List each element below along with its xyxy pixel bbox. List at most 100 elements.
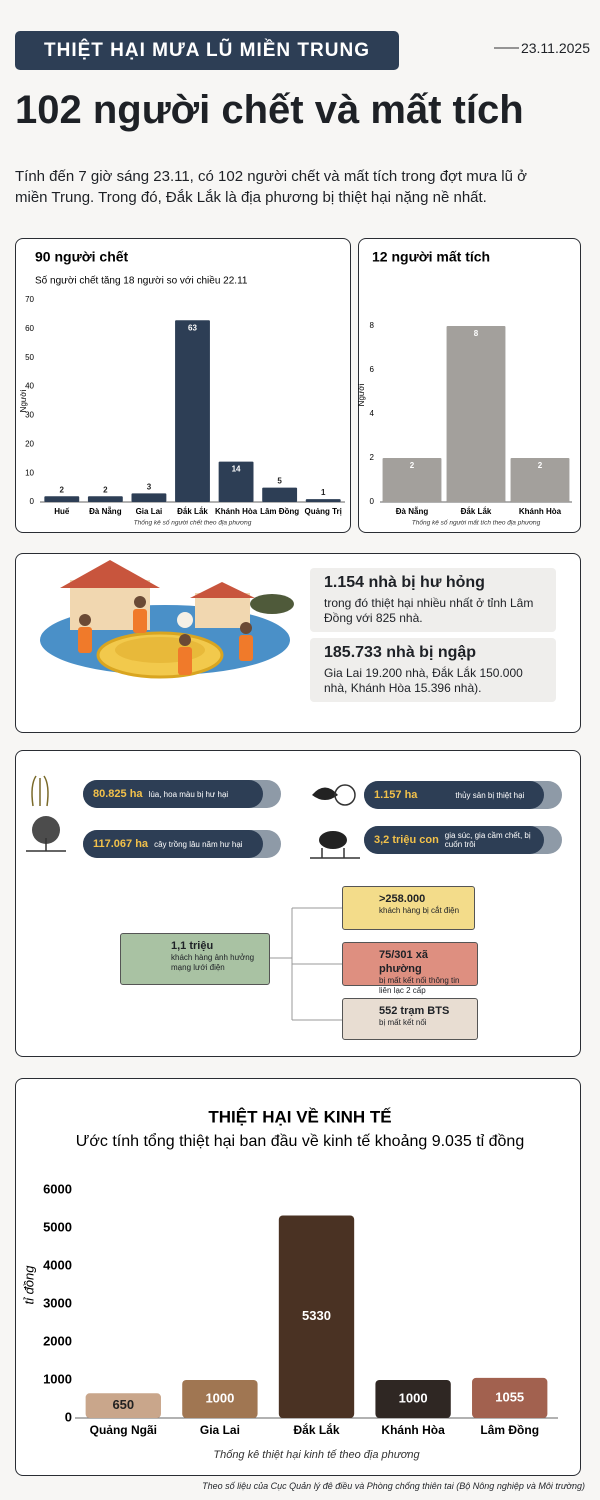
y-tick-label: 0 — [30, 497, 35, 506]
bar — [218, 461, 254, 502]
agri-value: 117.067 ha — [93, 838, 149, 850]
kicker: THIỆT HẠI MƯA LŨ MIỀN TRUNG — [15, 31, 399, 70]
bar — [131, 493, 167, 502]
value-label: 2 — [103, 485, 108, 494]
bar — [182, 1380, 258, 1418]
value-label: 2 — [60, 485, 65, 494]
y-tick-label: 40 — [25, 382, 34, 391]
chart-title: 12 người mất tích — [372, 249, 490, 265]
x-tick-label: Đắk Lắk — [461, 507, 492, 516]
bar — [382, 458, 442, 502]
y-tick-label: 30 — [25, 411, 34, 420]
bar — [87, 496, 123, 502]
power-value: 75/301 xã phường — [379, 949, 428, 975]
power-text: khách hàng bị cắt điện — [379, 906, 460, 915]
bar — [85, 1393, 161, 1418]
value-label: 2 — [410, 461, 415, 470]
x-axis-label: Thống kê số người chết theo địa phương — [134, 519, 252, 527]
y-tick-label: 70 — [25, 295, 34, 304]
y-tick-label: 20 — [25, 439, 34, 448]
x-tick-label: Quảng Ngãi — [90, 1423, 157, 1437]
x-tick-label: Đà Nẵng — [89, 507, 122, 516]
y-tick-label: 2 — [370, 453, 375, 462]
housing-damaged: 1.154 nhà bị hư hỏng trong đó thiệt hại … — [310, 568, 556, 632]
x-tick-label: Lâm Đồng — [260, 507, 299, 516]
x-tick-label: Đà Nẵng — [396, 507, 429, 516]
y-tick-label: 6 — [370, 365, 375, 374]
housing-title: 1.154 nhà bị hư hỏng — [324, 574, 485, 591]
power-value: 552 trạm BTS — [379, 1005, 450, 1017]
y-tick-label: 1000 — [43, 1371, 72, 1386]
y-tick-label: 0 — [370, 497, 375, 506]
agri-text: gia súc, gia cầm chết, bị cuốn trôi — [444, 831, 531, 849]
y-tick-label: 0 — [65, 1409, 72, 1424]
agri-text: cây trồng lâu năm hư hại — [154, 839, 243, 849]
power-root: 1,1 triệu khách hàng ảnh hưởng mạng lưới… — [120, 933, 270, 985]
chart-title: 90 người chết — [35, 249, 129, 265]
bar — [278, 1215, 355, 1418]
y-tick-label: 60 — [25, 324, 34, 333]
value-label: 1055 — [495, 1389, 524, 1404]
chart-subtitle: Số người chết tăng 18 người so với chiều… — [35, 275, 248, 287]
bar — [262, 487, 298, 502]
x-axis-label: Thống kê số người mất tích theo địa phươ… — [412, 519, 541, 527]
value-label: 3 — [147, 482, 152, 491]
housing-title: 185.733 nhà bị ngập — [324, 644, 477, 661]
power-text: bị mất kết nối thông tin liên lạc 2 cấp — [379, 976, 460, 995]
housing-flooded: 185.733 nhà bị ngập Gia Lai 19.200 nhà, … — [310, 638, 556, 702]
headline: 102 người chết và mất tích — [15, 88, 524, 132]
value-label: 5330 — [302, 1308, 331, 1323]
y-axis-label: Người — [357, 383, 366, 406]
power-branch: 552 trạm BTS bị mất kết nối — [342, 998, 478, 1040]
power-branch: 75/301 xã phường bị mất kết nối thông ti… — [342, 942, 478, 995]
value-label: 650 — [112, 1397, 134, 1412]
value-label: 14 — [232, 465, 241, 474]
y-axis-label: Người — [19, 389, 28, 412]
x-tick-label: Khánh Hòa — [381, 1423, 445, 1437]
y-tick-label: 4 — [370, 409, 375, 418]
x-tick-label: Khánh Hòa — [519, 507, 562, 516]
bar — [510, 458, 570, 502]
bar — [446, 326, 506, 502]
value-label: 1000 — [399, 1390, 428, 1405]
x-axis-label: Thống kê thiệt hại kinh tế theo địa phươ… — [213, 1449, 420, 1461]
chart-subtitle: Ước tính tổng thiệt hại ban đầu về kinh … — [76, 1132, 524, 1150]
bar — [305, 499, 341, 502]
agri-value: 80.825 ha — [93, 788, 143, 800]
agri-icons — [26, 775, 360, 859]
intro: Tính đến 7 giờ sáng 23.11, có 102 người … — [15, 168, 527, 206]
y-tick-label: 6000 — [43, 1181, 72, 1196]
agri-text: thủy sản bị thiệt hại — [455, 790, 525, 800]
power-branch: >258.000 khách hàng bị cắt điện — [342, 886, 475, 930]
y-tick-label: 5000 — [43, 1219, 72, 1234]
y-tick-label: 2000 — [43, 1333, 72, 1348]
x-tick-label: Đắk Lắk — [293, 1422, 339, 1437]
agri-value: 3,2 triệu con — [374, 834, 439, 846]
flood-illustration — [40, 560, 294, 679]
power-tree — [270, 907, 342, 1021]
housing-text: Gia Lai 19.200 nhà, Đắk Lắk 150.000 nhà,… — [324, 666, 523, 695]
chart-title: THIỆT HẠI VỀ KINH TẾ — [208, 1107, 391, 1126]
x-tick-label: Gia Lai — [136, 507, 163, 516]
power-text: bị mất kết nối — [379, 1018, 427, 1027]
value-label: 8 — [474, 329, 479, 338]
bar — [175, 320, 210, 502]
y-tick-label: 4000 — [43, 1257, 72, 1272]
agri-value: 1.157 ha — [374, 789, 418, 801]
y-axis-label: tỉ đồng — [21, 1265, 36, 1305]
x-tick-label: Quảng Trị — [305, 507, 342, 516]
bar — [472, 1377, 548, 1418]
x-tick-label: Huế — [54, 507, 70, 516]
x-tick-label: Đắk Lắk — [177, 507, 208, 516]
date: 23.11.2025 — [520, 40, 590, 56]
x-tick-label: Khánh Hòa — [215, 507, 258, 516]
x-tick-label: Gia Lai — [200, 1423, 240, 1437]
agri-text: lúa, hoa màu bị hư hại — [148, 789, 229, 799]
value-label: 1000 — [205, 1390, 234, 1405]
value-label: 63 — [188, 323, 197, 332]
value-label: 2 — [538, 461, 543, 470]
y-tick-label: 10 — [25, 468, 34, 477]
housing-text: trong đó thiệt hại nhiều nhất ở tỉnh Lâm… — [324, 596, 534, 625]
